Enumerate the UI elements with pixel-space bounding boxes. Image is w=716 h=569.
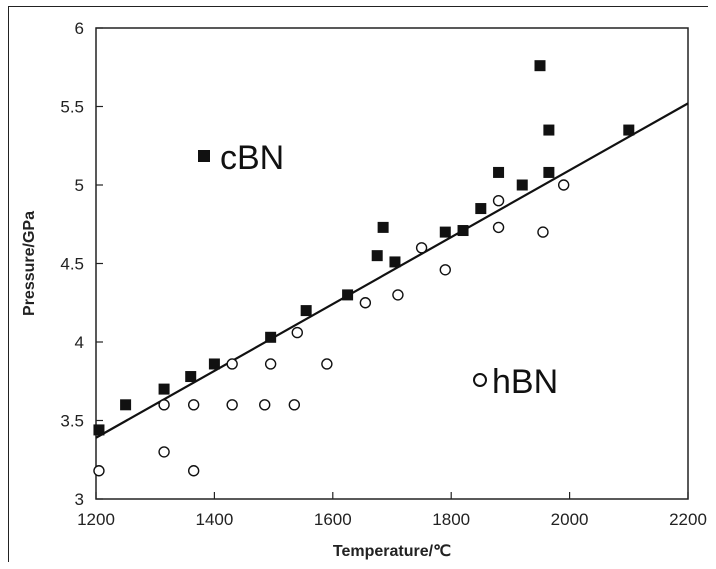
x-axis-label: Temperature/℃ [333,543,451,560]
hbn-point [557,179,570,191]
y-tick-label: 4.5 [60,255,84,274]
cbn-point [377,221,389,233]
x-tick-label: 1600 [314,510,352,529]
cbn-point [208,358,220,370]
hbn-point [439,264,451,276]
hbn-point [321,358,333,370]
y-tick-label: 6 [75,19,84,38]
cbn-point [342,289,354,301]
cbn-point [493,166,505,178]
hbn-point [288,399,301,411]
cbn-point [475,203,487,215]
hbn-point [226,399,238,411]
cbn-point [389,256,401,268]
hbn-point [187,465,200,477]
hbn-point [264,358,277,370]
cbn-point [371,250,383,262]
hbn-point [158,399,170,411]
hbn-point [492,194,505,207]
hbn-point [259,399,271,411]
x-tick-label: 2000 [551,510,589,529]
legend-hbn-label: hBN [492,363,558,401]
hbn-point [291,326,303,339]
x-tick-label: 1400 [195,510,233,529]
cbn-point [457,225,469,237]
cbn-point [185,371,197,383]
x-tick-label: 1200 [77,510,115,529]
hbn-point [158,446,170,458]
legend-cbn-label: cBN [220,139,284,177]
axis-ticks: 1200 1400 1600 1800 2000 2200 3 3.5 4 4.5 5 5.5 6 [60,19,707,529]
cbn-point [516,179,528,191]
hbn-point [392,289,404,301]
cbn-point [265,331,277,343]
cbn-point [439,226,451,238]
hbn-point [226,358,238,370]
hbn-point [492,221,505,234]
cbn-point [623,124,635,136]
x-tick-label: 1800 [432,510,470,529]
y-tick-label: 5.5 [60,98,84,117]
cbn-point [300,305,312,317]
fit-line-group [95,102,689,439]
hbn-point [93,465,105,477]
x-tick-label: 2200 [669,510,707,529]
legend-hbn-marker [473,373,487,387]
y-tick-label: 3.5 [60,412,84,431]
legend-cbn-marker [198,150,210,162]
hbn-point [187,399,200,411]
cbn-point [543,166,555,178]
y-tick-label: 5 [75,176,84,195]
y-tick-label: 4 [75,333,84,352]
hbn-point [415,242,428,254]
hbn-point [537,226,549,238]
fit-line [95,102,689,439]
cbn-point [158,383,170,395]
y-axis-label: Pressure/GPa [21,211,38,316]
data-points [93,60,635,477]
cbn-point [120,399,132,411]
figure-frame [8,6,708,562]
cbn-point [534,60,546,72]
hbn-point [359,297,372,309]
y-tick-label: 3 [75,490,84,509]
cbn-point [543,124,555,136]
cbn-point [93,424,105,436]
